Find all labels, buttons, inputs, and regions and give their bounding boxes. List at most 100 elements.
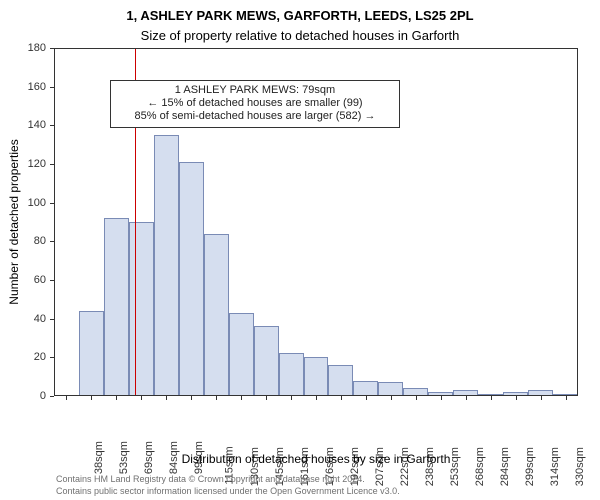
x-tick-mark xyxy=(566,396,567,400)
x-tick-mark xyxy=(391,396,392,400)
x-tick-label: 314sqm xyxy=(549,408,561,447)
y-tick: 60 xyxy=(50,280,54,281)
y-tick-mark xyxy=(50,319,54,320)
y-tick: 80 xyxy=(50,241,54,242)
x-tick-mark xyxy=(441,396,442,400)
x-tick-mark xyxy=(241,396,242,400)
x-tick-mark xyxy=(466,396,467,400)
y-tick-label: 60 xyxy=(34,274,46,286)
y-tick-label: 160 xyxy=(28,81,46,93)
y-tick-label: 20 xyxy=(34,351,46,363)
x-tick-mark xyxy=(216,396,217,400)
x-tick-mark xyxy=(116,396,117,400)
x-tick-label: 238sqm xyxy=(424,408,436,447)
y-tick-mark xyxy=(50,396,54,397)
y-tick: 0 xyxy=(50,396,54,397)
y-tick-label: 80 xyxy=(34,235,46,247)
x-tick: 268sqm xyxy=(441,396,442,400)
x-tick: 284sqm xyxy=(466,396,467,400)
x-tick-label: 207sqm xyxy=(374,408,386,447)
x-tick: 330sqm xyxy=(541,396,542,400)
y-tick: 160 xyxy=(50,87,54,88)
x-tick-label: 222sqm xyxy=(399,408,411,447)
x-tick-mark xyxy=(541,396,542,400)
x-tick-label: 69sqm xyxy=(143,408,155,441)
x-tick-label: 330sqm xyxy=(574,408,586,447)
x-tick-mark xyxy=(516,396,517,400)
x-tick-mark xyxy=(316,396,317,400)
x-tick-mark xyxy=(416,396,417,400)
x-tick-label: 176sqm xyxy=(324,408,336,447)
x-tick: 53sqm xyxy=(91,396,92,400)
y-tick-label: 40 xyxy=(34,313,46,325)
x-tick-label: 253sqm xyxy=(449,408,461,447)
x-tick-label: 99sqm xyxy=(193,408,205,441)
x-tick-mark xyxy=(341,396,342,400)
x-tick-mark xyxy=(266,396,267,400)
x-tick: 345sqm xyxy=(566,396,567,400)
x-tick-mark xyxy=(166,396,167,400)
y-tick-mark xyxy=(50,203,54,204)
x-tick: 38sqm xyxy=(66,396,67,400)
x-tick: 192sqm xyxy=(316,396,317,400)
x-tick-mark xyxy=(291,396,292,400)
x-tick-mark xyxy=(141,396,142,400)
annotation-line: 1 ASHLEY PARK MEWS: 79sqm xyxy=(117,84,393,97)
x-tick: 84sqm xyxy=(141,396,142,400)
chart-title-line-2: Size of property relative to detached ho… xyxy=(0,28,600,43)
x-tick-label: 161sqm xyxy=(299,408,311,447)
x-tick: 176sqm xyxy=(291,396,292,400)
chart-title-line-1: 1, ASHLEY PARK MEWS, GARFORTH, LEEDS, LS… xyxy=(0,8,600,23)
footer-line-1: Contains HM Land Registry data © Crown c… xyxy=(56,474,365,484)
y-tick-mark xyxy=(50,164,54,165)
x-tick-mark xyxy=(66,396,67,400)
y-tick: 120 xyxy=(50,164,54,165)
y-tick: 100 xyxy=(50,203,54,204)
x-tick-mark xyxy=(191,396,192,400)
y-tick-mark xyxy=(50,241,54,242)
x-tick-label: 145sqm xyxy=(274,408,286,447)
x-tick: 69sqm xyxy=(116,396,117,400)
annotation-box: 1 ASHLEY PARK MEWS: 79sqm← 15% of detach… xyxy=(110,80,400,128)
y-tick-mark xyxy=(50,125,54,126)
x-tick: 314sqm xyxy=(516,396,517,400)
x-tick: 207sqm xyxy=(341,396,342,400)
x-tick: 253sqm xyxy=(416,396,417,400)
y-axis-label: Number of detached properties xyxy=(7,139,21,304)
y-tick: 40 xyxy=(50,319,54,320)
y-tick-label: 100 xyxy=(28,197,46,209)
y-tick-label: 120 xyxy=(28,158,46,170)
x-tick-mark xyxy=(491,396,492,400)
x-tick: 238sqm xyxy=(391,396,392,400)
x-tick: 161sqm xyxy=(266,396,267,400)
y-tick-label: 140 xyxy=(28,119,46,131)
x-tick-label: 284sqm xyxy=(499,408,511,447)
y-tick: 180 xyxy=(50,48,54,49)
x-tick-mark xyxy=(366,396,367,400)
y-tick-mark xyxy=(50,357,54,358)
x-tick-label: 299sqm xyxy=(524,408,536,447)
x-tick-label: 268sqm xyxy=(474,408,486,447)
x-tick: 145sqm xyxy=(241,396,242,400)
x-tick-label: 53sqm xyxy=(118,408,130,441)
x-tick: 115sqm xyxy=(191,396,192,400)
footer-line-2: Contains public sector information licen… xyxy=(56,486,400,496)
y-tick-label: 180 xyxy=(28,42,46,54)
x-tick: 222sqm xyxy=(366,396,367,400)
y-tick-mark xyxy=(50,280,54,281)
y-tick-mark xyxy=(50,87,54,88)
x-axis-label: Distribution of detached houses by size … xyxy=(54,452,578,466)
x-tick: 130sqm xyxy=(216,396,217,400)
x-tick-label: 38sqm xyxy=(94,408,106,441)
y-tick-label: 0 xyxy=(40,390,46,402)
y-tick-mark xyxy=(50,48,54,49)
y-tick: 140 xyxy=(50,125,54,126)
x-tick-mark xyxy=(91,396,92,400)
x-tick-label: 192sqm xyxy=(349,408,361,447)
x-tick-label: 130sqm xyxy=(249,408,261,447)
x-tick-label: 115sqm xyxy=(224,408,236,446)
plot-area: 1 ASHLEY PARK MEWS: 79sqm← 15% of detach… xyxy=(54,48,578,396)
annotation-line: ← 15% of detached houses are smaller (99… xyxy=(117,97,393,110)
x-tick-label: 84sqm xyxy=(168,408,180,441)
x-tick: 299sqm xyxy=(491,396,492,400)
